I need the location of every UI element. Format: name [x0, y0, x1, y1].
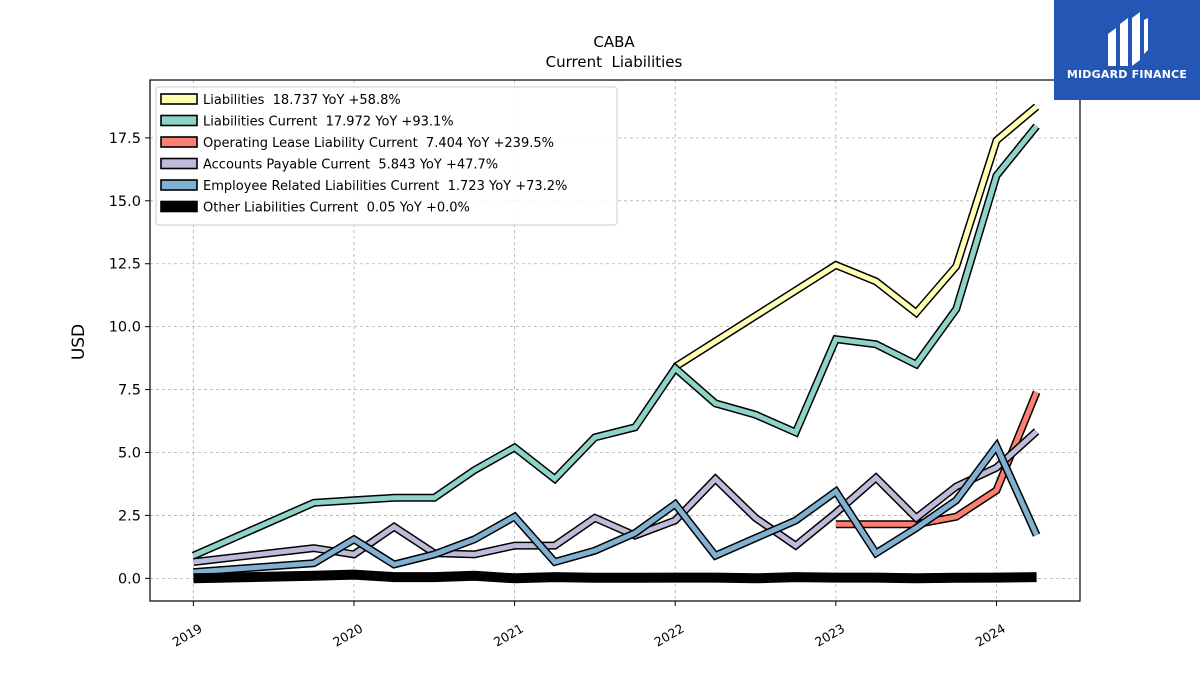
legend-label: Employee Related Liabilities Current 1.7… [203, 179, 567, 194]
x-tick-label: 2019 [170, 621, 205, 650]
logo-mark-icon [1108, 12, 1148, 66]
y-tick-label: 2.5 [118, 508, 141, 524]
series-outline [673, 103, 1040, 371]
series-outline [193, 569, 1037, 584]
x-tick-label: 2023 [812, 621, 847, 650]
legend-label: Liabilities 18.737 YoY +58.8% [203, 93, 401, 108]
plot-frame [149, 79, 1081, 602]
chart-title: CABA [593, 33, 635, 51]
series-lines [191, 103, 1041, 584]
axes: 0.0 2.5 5.0 7.5 10.0 12.5 15.0 17.5 2019 2020 2021… [109, 131, 1008, 650]
brand-logo: MIDGARD FINANCE [1054, 0, 1200, 100]
y-tick-label: 7.5 [118, 383, 141, 399]
y-tick-label: 15.0 [109, 194, 141, 210]
legend-label: Operating Lease Liability Current 7.404 … [203, 136, 554, 151]
chart-subtitle: Current Liabilities [546, 53, 683, 71]
logo-text: MIDGARD FINANCE [1066, 68, 1188, 81]
legend-swatch [160, 114, 198, 127]
y-tick-label: 0.0 [118, 571, 141, 587]
series-line [192, 124, 1039, 558]
x-tick-label: 2021 [491, 621, 526, 650]
y-tick-label: 12.5 [109, 257, 141, 273]
legend-swatch [160, 136, 198, 148]
legend: Liabilities 18.737 YoY +58.8% Liabilities… [155, 86, 618, 226]
legend-label: Accounts Payable Current 5.843 YoY +47.7… [203, 158, 498, 173]
legend-box [155, 86, 618, 226]
legend-label: Liabilities Current 17.972 YoY +93.1% [203, 115, 454, 130]
y-tick-label: 5.0 [118, 446, 141, 462]
legend-swatch [160, 179, 198, 191]
x-tick-label: 2024 [973, 621, 1008, 650]
y-tick-label: 10.0 [109, 320, 141, 336]
y-axis-label: USD [69, 324, 89, 360]
legend-swatch [160, 157, 198, 170]
series-line [673, 104, 1039, 370]
legend-label: Other Liabilities Current 0.05 YoY +0.0% [203, 201, 470, 216]
legend-swatch [160, 93, 198, 105]
series-line [193, 429, 1039, 565]
y-tick-label: 17.5 [109, 131, 141, 147]
series-line [835, 391, 1039, 527]
x-tick-label: 2022 [651, 621, 686, 650]
x-tick-label: 2020 [330, 621, 365, 650]
series-line [193, 441, 1039, 575]
legend-swatch [160, 200, 198, 213]
